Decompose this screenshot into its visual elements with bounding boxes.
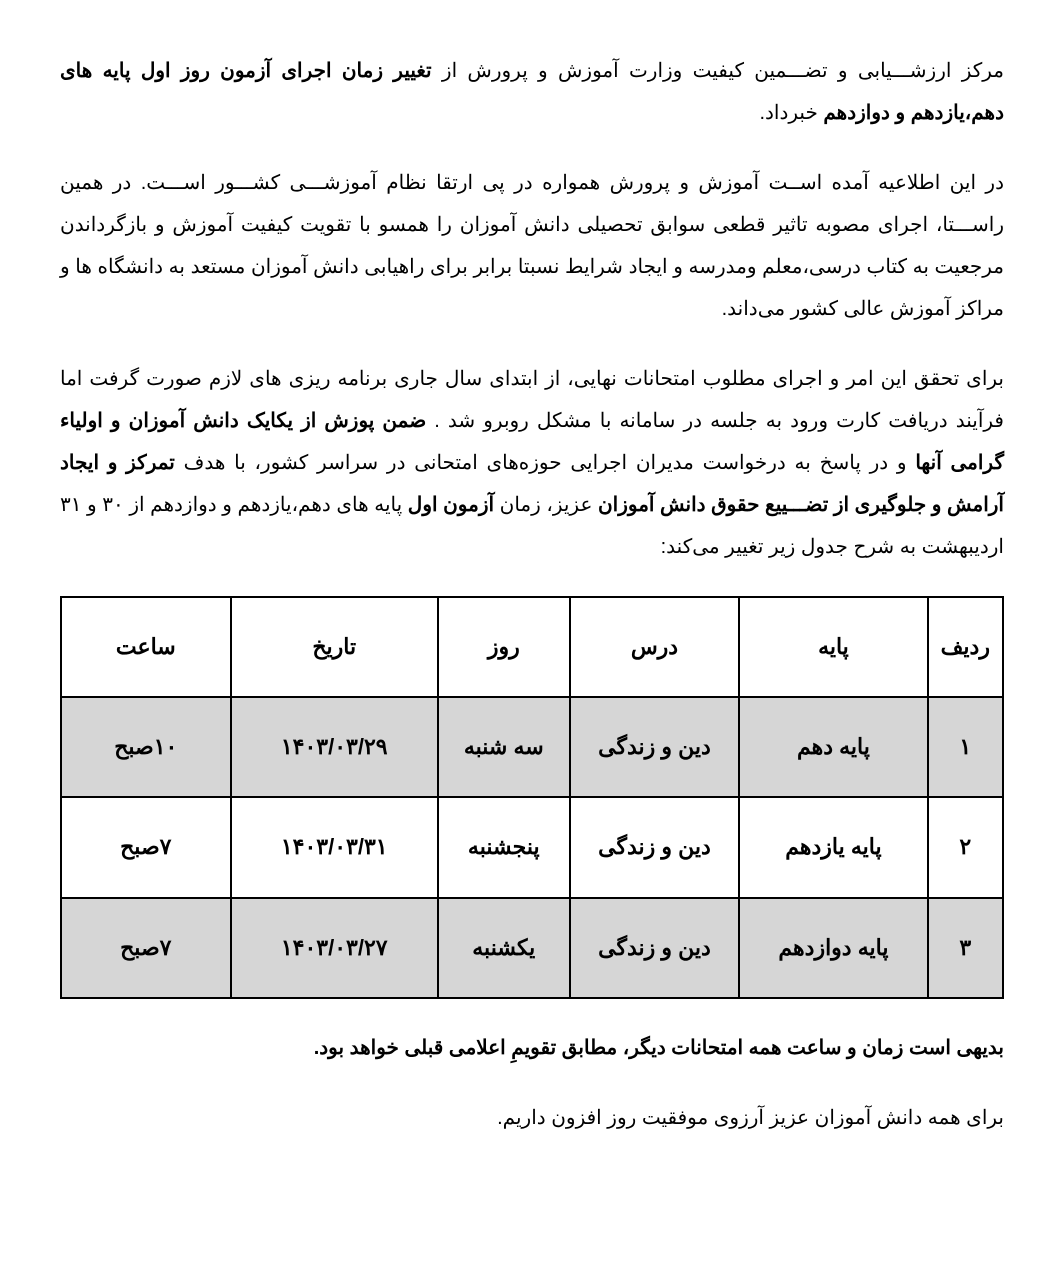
p3-text-2: و در پاسخ به درخواست مدیران اجرایی حوزه‌…: [175, 452, 915, 474]
exam-schedule-table: ردیف پایه درس روز تاریخ ساعت ۱ پایه دهم …: [60, 596, 1004, 999]
cell-date: ۱۴۰۳/۰۳/۲۹: [231, 697, 438, 797]
th-time: ساعت: [61, 597, 231, 697]
cell-n: ۲: [928, 797, 1003, 897]
table-row: ۱ پایه دهم دین و زندگی سه شنبه ۱۴۰۳/۰۳/۲…: [61, 697, 1003, 797]
cell-grade: پایه دهم: [739, 697, 927, 797]
cell-n: ۱: [928, 697, 1003, 797]
p3-bold-3: آزمون اول: [408, 494, 494, 516]
cell-time: ۱۰صبح: [61, 697, 231, 797]
cell-subject: دین و زندگی: [570, 797, 740, 897]
footer-wish: برای همه دانش آموزان عزیز آرزوی موفقیت ر…: [60, 1097, 1004, 1139]
th-row: ردیف: [928, 597, 1003, 697]
table-header-row: ردیف پایه درس روز تاریخ ساعت: [61, 597, 1003, 697]
cell-date: ۱۴۰۳/۰۳/۲۷: [231, 898, 438, 998]
cell-subject: دین و زندگی: [570, 697, 740, 797]
body-paragraph-1: در این اطلاعیه آمده اســت آموزش و پرورش …: [60, 162, 1004, 330]
cell-day: پنجشنبه: [438, 797, 570, 897]
intro-text-2: خبرداد.: [759, 102, 823, 124]
th-subject: درس: [570, 597, 740, 697]
cell-time: ۷صبح: [61, 797, 231, 897]
body-paragraph-2: برای تحقق این امر و اجرای مطلوب امتحانات…: [60, 358, 1004, 568]
table-row: ۳ پایه دوازدهم دین و زندگی یکشنبه ۱۴۰۳/۰…: [61, 898, 1003, 998]
footer-note-bold: بدیهی است زمان و ساعت همه امتحانات دیگر،…: [60, 1027, 1004, 1069]
cell-day: سه شنبه: [438, 697, 570, 797]
th-date: تاریخ: [231, 597, 438, 697]
cell-subject: دین و زندگی: [570, 898, 740, 998]
cell-n: ۳: [928, 898, 1003, 998]
cell-grade: پایه دوازدهم: [739, 898, 927, 998]
intro-paragraph: مرکز ارزشـــیابی و تضـــمین کیفیت وزارت …: [60, 50, 1004, 134]
p3-text-3: عزیز، زمان: [494, 494, 598, 516]
th-grade: پایه: [739, 597, 927, 697]
intro-text-1: مرکز ارزشـــیابی و تضـــمین کیفیت وزارت …: [432, 60, 1004, 82]
cell-time: ۷صبح: [61, 898, 231, 998]
cell-day: یکشنبه: [438, 898, 570, 998]
th-day: روز: [438, 597, 570, 697]
cell-grade: پایه یازدهم: [739, 797, 927, 897]
cell-date: ۱۴۰۳/۰۳/۳۱: [231, 797, 438, 897]
table-row: ۲ پایه یازدهم دین و زندگی پنجشنبه ۱۴۰۳/۰…: [61, 797, 1003, 897]
